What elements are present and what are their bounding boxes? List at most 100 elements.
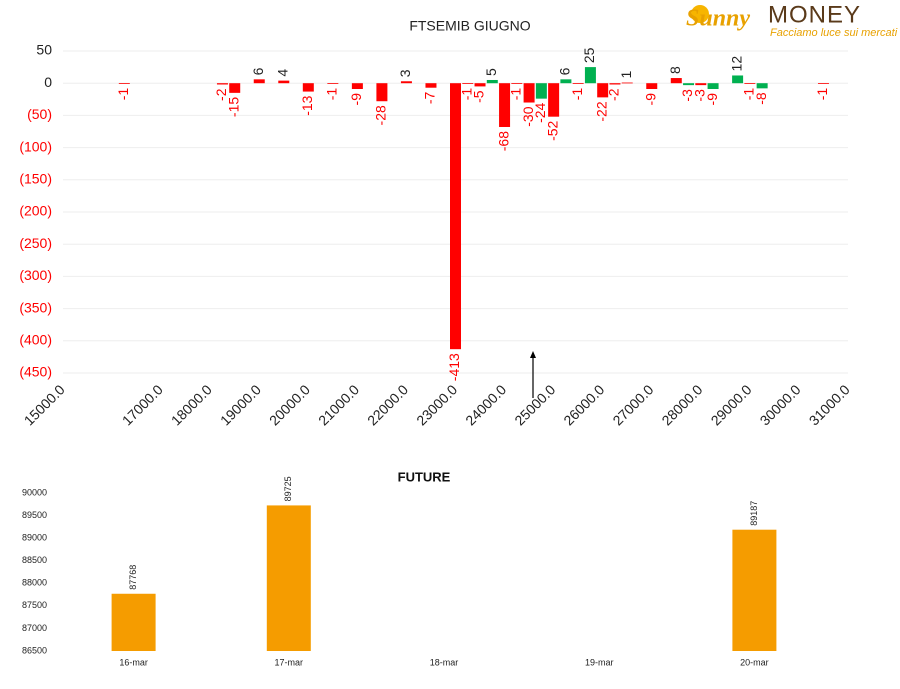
data-label: 89187	[749, 501, 759, 526]
data-label: -30	[520, 106, 536, 126]
price-arrow	[530, 351, 536, 398]
y-tick-label: (250)	[19, 235, 52, 251]
x-tick-label: 27000.0	[609, 381, 656, 428]
data-label: 87768	[128, 565, 138, 590]
y-tick-label: 50	[36, 42, 52, 58]
y-tick-label: 87500	[22, 600, 47, 610]
data-label: -9	[348, 93, 364, 106]
x-tick-label: 20000.0	[266, 381, 313, 428]
data-label: -2	[213, 88, 229, 101]
bar	[548, 83, 560, 117]
y-tick-label: 86500	[22, 645, 47, 655]
bar	[817, 83, 829, 84]
bar	[523, 83, 535, 103]
bar	[707, 83, 719, 89]
y-tick-label: (50)	[27, 106, 52, 122]
data-label: 6	[557, 67, 573, 75]
x-tick-label: 22000.0	[364, 381, 411, 428]
bar	[756, 83, 768, 89]
bar	[376, 83, 388, 102]
bar	[732, 75, 744, 84]
bar	[584, 67, 596, 84]
x-tick-label: 30000.0	[757, 381, 804, 428]
strike-chart: FTSEMIB GIUGNO 50 0 (50) (100) (150) (200) (250…	[19, 18, 853, 429]
y-tick-label: (100)	[19, 138, 52, 154]
data-label: 4	[274, 69, 290, 77]
data-label: -1	[741, 88, 757, 101]
bar	[462, 83, 474, 84]
bar	[216, 83, 228, 85]
data-label: -52	[544, 120, 560, 140]
bar	[486, 79, 498, 84]
x-tick-label: 19000.0	[217, 381, 264, 428]
bar	[278, 80, 290, 84]
data-label: 1	[618, 71, 634, 79]
bar	[111, 593, 156, 651]
data-label: -13	[299, 95, 315, 115]
logo-name: MONEY	[768, 1, 861, 28]
y-tick-label: (400)	[19, 332, 52, 348]
data-label: 25	[581, 47, 597, 63]
bar	[499, 83, 511, 127]
bar	[670, 78, 682, 84]
bar	[351, 83, 363, 89]
bar	[474, 83, 486, 87]
bar	[535, 83, 547, 99]
logo-brand: Sunny	[686, 6, 750, 32]
data-label: -9	[704, 93, 720, 106]
bar	[450, 83, 461, 350]
x-tick-label: 17-mar	[275, 657, 304, 667]
data-label: -1	[569, 88, 585, 101]
y-tick-label: 88500	[22, 555, 47, 565]
bar	[597, 83, 609, 98]
data-label: -1	[458, 88, 474, 101]
bar	[253, 79, 265, 84]
data-label: -7	[422, 91, 438, 104]
data-label: -8	[753, 92, 769, 105]
bar	[744, 83, 756, 84]
data-label: -1	[324, 88, 340, 101]
bar	[302, 83, 314, 92]
x-tick-label: 24000.0	[462, 381, 509, 428]
logo-tagline: Facciamo luce sui mercati	[770, 27, 898, 39]
data-label: -2	[606, 88, 622, 101]
y-tick-label: (300)	[19, 267, 52, 283]
data-label: -22	[593, 101, 609, 121]
future-chart: FUTURE 86500 87000 87500 88000 88500 89000 8950…	[22, 469, 777, 667]
data-label: -5	[471, 90, 487, 103]
bar	[609, 83, 621, 85]
data-label: 89725	[283, 476, 293, 501]
x-tick-label: 31000.0	[806, 381, 853, 428]
bar	[695, 83, 707, 86]
bar	[621, 82, 633, 84]
y-tick-label: 89500	[22, 510, 47, 520]
y-tick-label: (350)	[19, 299, 52, 315]
y-tick-label: (150)	[19, 171, 52, 187]
data-label: 6	[250, 67, 266, 75]
bar	[266, 505, 311, 651]
data-label: -9	[642, 93, 658, 106]
logo-sun	[691, 5, 709, 23]
x-tick-label: 15000.0	[21, 381, 68, 428]
data-label: 5	[483, 68, 499, 76]
x-tick-label: 19-mar	[585, 657, 614, 667]
x-tick-label: 18-mar	[430, 657, 459, 667]
data-label: -68	[495, 131, 511, 151]
bar	[327, 83, 339, 84]
y-tick-label: 88000	[22, 578, 47, 588]
bar	[400, 81, 412, 84]
data-label: -1	[814, 88, 830, 101]
x-tick-label: 28000.0	[658, 381, 705, 428]
data-label: -1	[508, 88, 524, 101]
bar	[511, 83, 523, 84]
bar	[646, 83, 658, 89]
bar	[683, 83, 695, 86]
y-tick-label: 0	[44, 74, 52, 90]
x-tick-label: 23000.0	[413, 381, 460, 428]
data-label: -1	[115, 88, 131, 101]
bar	[118, 83, 130, 84]
logo: Sunny MONEY Facciamo luce sui mercati	[686, 1, 898, 39]
y-tick-label: 87000	[22, 623, 47, 633]
data-label: 12	[728, 56, 744, 72]
